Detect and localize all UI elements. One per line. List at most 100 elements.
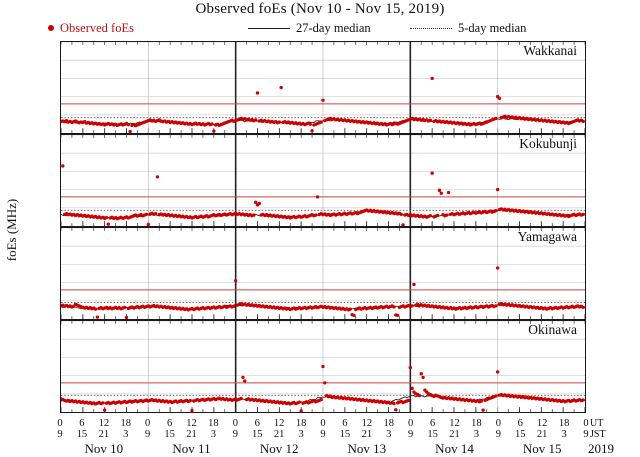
x-tick-ut: 6 <box>517 418 523 429</box>
x-tick-ut: 12 <box>273 418 285 429</box>
panel-okinawa: Okinawa0510152025 <box>60 320 586 413</box>
x-tick-jst: 21 <box>186 429 197 440</box>
x-tick-label: 6 15 <box>164 418 175 440</box>
panel-plot <box>61 321 585 412</box>
x-tick-label: 6 15 <box>340 418 351 440</box>
x-tick-jst: 21 <box>361 429 373 440</box>
x-tick-ut: 18 <box>383 418 395 429</box>
x-tick-ut: 12 <box>98 418 110 429</box>
legend-item-5day: 5-day median <box>410 20 526 36</box>
legend-label-5day: 5-day median <box>458 20 527 35</box>
x-tick-ut: 18 <box>120 418 132 429</box>
x-tick-label: 12 21 <box>362 418 373 440</box>
x-tick-jst: 9 <box>57 429 63 440</box>
observed-points <box>61 76 585 133</box>
x-tick-jst: 3 <box>123 429 129 440</box>
x-tick-jst: 15 <box>427 429 438 440</box>
dotted-line-icon <box>410 27 452 29</box>
panel-plot <box>61 135 585 226</box>
x-tick-jst: 3 <box>473 429 480 440</box>
x-tick-ut: 0 <box>232 418 238 429</box>
x-axis-year-label: 2019 <box>588 441 614 456</box>
x-day-label: Nov 10 <box>84 441 124 456</box>
x-tick-ut: 0 <box>408 418 414 429</box>
observed-dot-icon <box>48 25 54 31</box>
x-tick-jst: 9 <box>583 429 589 440</box>
x-day-label: Nov 14 <box>435 441 474 456</box>
x-tick-ut: 6 <box>166 418 173 429</box>
x-tick-ut: 6 <box>79 418 85 429</box>
x-day-label: Nov 12 <box>259 441 299 456</box>
x-tick-label: 18 3 <box>296 418 307 440</box>
x-tick-ut: 18 <box>558 418 570 429</box>
chart-title: Observed foEs (Nov 10 - Nov 15, 2019) <box>195 1 445 17</box>
x-tick-ut: 0 <box>583 418 589 429</box>
x-tick-jst: 3 <box>561 429 567 440</box>
x-tick-jst: 15 <box>164 429 175 440</box>
x-day-label: Nov 11 <box>172 441 211 456</box>
x-tick-jst: 3 <box>386 429 392 440</box>
x-tick-ut: 18 <box>295 418 307 429</box>
x-tick-label: 18 3 <box>559 418 570 440</box>
x-tick-label: 6 15 <box>77 418 88 440</box>
observed-points <box>61 164 585 226</box>
x-tick-label: 12 21 <box>274 418 285 440</box>
station-label-kokubunji: Kokubunji <box>519 136 577 151</box>
x-tick-label: 18 3 <box>121 418 132 440</box>
x-tick-ut: 12 <box>361 418 373 429</box>
x-tick-label: 6 15 <box>427 418 438 440</box>
x-tick-ut: 18 <box>471 418 482 429</box>
station-label-okinawa: Okinawa <box>528 322 577 337</box>
panel-plot <box>61 228 585 319</box>
x-tick-ut: 6 <box>429 418 436 429</box>
x-tick-ut: 6 <box>342 418 348 429</box>
x-tick-label: 18 3 <box>208 418 219 440</box>
x-tick-ut: 12 <box>186 418 197 429</box>
panel-wakkanai: Wakkanai0510152025 <box>60 41 586 134</box>
x-tick-jst: 9 <box>495 429 501 440</box>
x-tick-label: 6 15 <box>252 418 263 440</box>
observed-points <box>61 266 585 319</box>
x-tick-jst: 15 <box>339 429 351 440</box>
panel-yamagawa: Yamagawa0510152025 <box>60 227 586 320</box>
x-tick-ut: 0 <box>57 418 63 429</box>
x-tick-ut: 12 <box>536 418 548 429</box>
panel-kokubunji: Kokubunji0510152025 <box>60 134 586 227</box>
x-tick-jst: 9 <box>320 429 326 440</box>
x-day-label: Nov 13 <box>347 441 387 456</box>
x-tick-jst: 21 <box>449 429 460 440</box>
x-tick-jst: 9 <box>145 429 151 440</box>
station-label-yamagawa: Yamagawa <box>517 229 577 244</box>
station-label-wakkanai: Wakkanai <box>523 43 577 58</box>
x-tick-label: 18 3 <box>384 418 395 440</box>
x-tick-jst: 21 <box>536 429 548 440</box>
x-tick-ut: 6 <box>254 418 260 429</box>
x-tick-jst: 3 <box>210 429 217 440</box>
x-tick-jst: 9 <box>232 429 238 440</box>
legend-label-observed: Observed foEs <box>60 20 134 35</box>
chart-legend: Observed foEs 27-day median 5-day median <box>0 20 640 36</box>
y-axis-title-text: foEs (MHz) <box>4 198 19 262</box>
x-tick-label: 12 21 <box>99 418 110 440</box>
x-tick-label: 12 21 <box>186 418 197 440</box>
solid-line-icon <box>248 27 290 29</box>
legend-item-observed: Observed foEs <box>48 20 134 36</box>
x-tick-ut: 0 <box>145 418 151 429</box>
x-tick-jst: 15 <box>515 429 526 440</box>
x-tick-ut: 0 <box>320 418 326 429</box>
x-tick-label: 12 21 <box>537 418 548 440</box>
ut-unit-label: UT <box>590 418 604 429</box>
legend-label-27day: 27-day median <box>296 20 371 35</box>
legend-item-27day: 27-day median <box>248 20 371 36</box>
x-axis: 0 9 6 15 12 21 18 3 0 9 6 15 12 21 18 3 0 9 6 15 12 21 18 3 0 9 6 1… <box>0 415 640 457</box>
jst-unit-label: JST <box>590 429 606 440</box>
x-tick-label: 12 21 <box>449 418 460 440</box>
x-tick-jst: 15 <box>252 429 263 440</box>
x-day-label: Nov 15 <box>522 441 562 456</box>
x-tick-jst: 15 <box>76 429 88 440</box>
